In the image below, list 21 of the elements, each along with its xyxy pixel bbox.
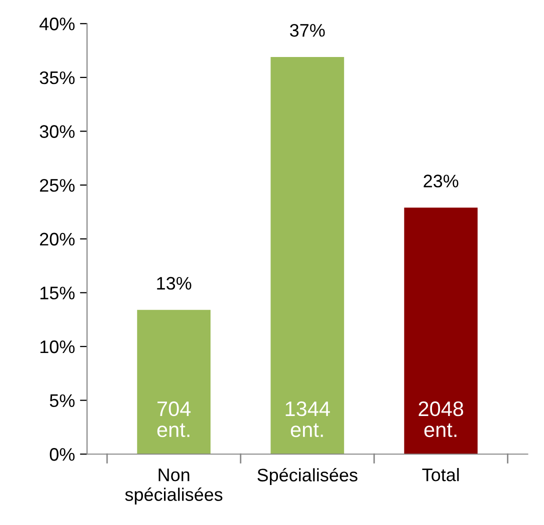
- x-tick-label: Total: [422, 468, 459, 482]
- annotation: 1344 ent.: [286, 401, 330, 438]
- annotation: 704 ent.: [157, 401, 191, 438]
- bar: [137, 310, 211, 454]
- data-label: 23%: [424, 174, 458, 188]
- y-tick-label: 5%: [50, 394, 75, 408]
- y-tick-label: 15%: [40, 286, 75, 300]
- y-tick-label: 35%: [40, 71, 75, 84]
- data-label: 37%: [290, 24, 325, 37]
- y-tick-label: 25%: [40, 178, 75, 192]
- x-tick-label: Spécialisées: [258, 468, 358, 486]
- x-tick-label: Non spécialisées: [125, 468, 222, 505]
- y-tick-label: 10%: [40, 340, 75, 354]
- data-label: 13%: [157, 276, 192, 290]
- annotation: 2048 ent.: [418, 401, 464, 438]
- y-tick-label: 40%: [40, 18, 75, 30]
- y-tick-label: 30%: [40, 125, 75, 138]
- bar: [404, 208, 478, 454]
- bar: [270, 56, 344, 454]
- y-tick-label: 20%: [40, 232, 75, 246]
- y-tick-label: 0%: [50, 448, 75, 461]
